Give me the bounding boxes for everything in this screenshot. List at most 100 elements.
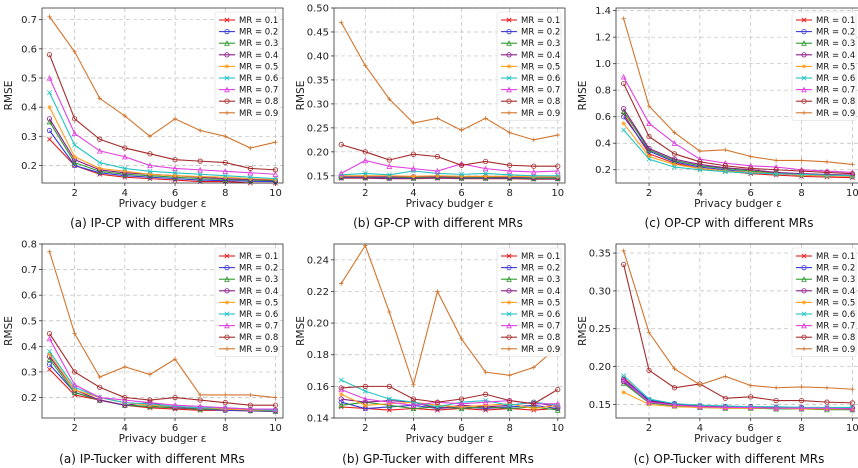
data-point [646, 120, 652, 126]
data-point [507, 174, 512, 179]
series-line-mr-8 [623, 264, 853, 404]
data-point [47, 14, 52, 19]
x-tick-label: 4 [122, 423, 128, 434]
data-point [748, 394, 754, 400]
legend: MR = 0.1 MR = 0.2MR = 0.3 MR = 0.4MR = 0.5… [214, 11, 280, 121]
data-point [147, 399, 153, 406]
legend-label: MR = 0.1 [239, 252, 278, 262]
data-point [386, 172, 392, 178]
data-point [272, 167, 279, 173]
legend-label: MR = 0.9 [521, 345, 560, 355]
legend-label: MR = 0.4 [816, 287, 855, 297]
data-point [172, 157, 178, 163]
data-point [147, 372, 153, 377]
data-point [824, 406, 830, 412]
data-point [824, 159, 830, 164]
y-tick-label: 1.0 [595, 59, 611, 70]
data-point [71, 159, 78, 166]
data-point [172, 173, 178, 178]
data-point [773, 405, 779, 411]
data-point [47, 366, 53, 372]
series-line-mr-6 [49, 92, 276, 180]
data-point [273, 177, 278, 182]
data-point [273, 395, 278, 400]
data-point [172, 394, 178, 401]
x-tick-label: 4 [410, 188, 416, 199]
axes-frame [41, 7, 284, 184]
y-tick-label: 0.24 [307, 255, 329, 266]
data-point [197, 392, 203, 398]
data-point [507, 397, 513, 404]
data-point [555, 173, 561, 179]
data-point [672, 366, 677, 372]
data-point [97, 384, 103, 390]
data-point [96, 394, 103, 401]
data-point [531, 365, 536, 370]
series-line-mr-8 [49, 54, 276, 171]
series-line-mr-6 [623, 129, 853, 177]
data-point [459, 128, 464, 133]
legend-label: MR = 0.1 [816, 16, 855, 26]
data-point [483, 170, 489, 176]
data-point [410, 402, 417, 408]
series-line-mr-6 [341, 170, 558, 177]
x-tick-label: 2 [646, 188, 652, 199]
legend-label: MR = 0.9 [239, 345, 278, 355]
legend-marker [224, 98, 230, 104]
legend-label: MR = 0.4 [521, 287, 560, 297]
x-tick-label: 8 [506, 188, 512, 199]
legend-label: MR = 0.7 [816, 86, 855, 96]
subplot-caption: (a) IP-CP with different MRs [70, 216, 234, 230]
legend-marker [506, 346, 512, 351]
legend-marker [801, 276, 807, 282]
legend-label: MR = 0.1 [521, 252, 560, 262]
data-point [697, 166, 703, 171]
data-point [435, 116, 440, 121]
legend-label: MR = 0.7 [816, 322, 855, 332]
legend-label: MR = 0.5 [239, 298, 278, 308]
y-tick-label: 0.30 [589, 286, 611, 297]
legend-marker [506, 75, 512, 81]
data-point [222, 404, 229, 411]
data-point [621, 373, 627, 379]
series-line-mr-5 [623, 123, 853, 177]
series-line-mr-9 [340, 244, 559, 387]
data-point [458, 160, 465, 167]
data-point [773, 158, 779, 163]
legend-label: MR = 0.4 [239, 51, 278, 61]
data-point [247, 174, 253, 180]
data-point [646, 399, 652, 405]
data-point [46, 118, 53, 125]
data-point [46, 74, 53, 81]
y-tick-label: 0.4 [21, 103, 37, 114]
data-point [46, 116, 53, 122]
data-point [555, 174, 560, 179]
series-line-mr-8 [49, 333, 276, 406]
data-point [72, 116, 78, 122]
data-point [748, 170, 754, 176]
data-point [71, 130, 78, 137]
data-point [386, 163, 393, 169]
data-point [72, 142, 78, 148]
data-point [849, 171, 855, 177]
data-point [72, 387, 77, 393]
data-point [172, 170, 178, 176]
data-point [46, 356, 53, 362]
subplot-caption: (c) OP-CP with different MRs [645, 216, 814, 230]
data-point [222, 168, 229, 174]
data-point [122, 165, 128, 171]
y-tick-label: 0.5 [21, 74, 37, 85]
legend: MR = 0.1 MR = 0.2MR = 0.3 MR = 0.4MR = 0.5… [791, 11, 857, 121]
legend-box [791, 247, 857, 357]
legend-marker [224, 75, 230, 81]
data-point [824, 385, 830, 390]
y-tick-label: 0.20 [307, 319, 329, 330]
series-line-mr-5 [341, 175, 558, 178]
data-point [798, 168, 805, 174]
series-line-mr-1 [49, 138, 276, 184]
data-point [506, 167, 513, 174]
data-point [646, 367, 652, 373]
legend-marker [506, 40, 512, 46]
legend-label: MR = 0.8 [239, 97, 278, 107]
legend-box [214, 247, 280, 357]
